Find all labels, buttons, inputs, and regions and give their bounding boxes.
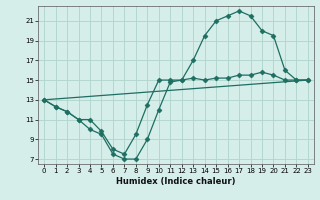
X-axis label: Humidex (Indice chaleur): Humidex (Indice chaleur) (116, 177, 236, 186)
